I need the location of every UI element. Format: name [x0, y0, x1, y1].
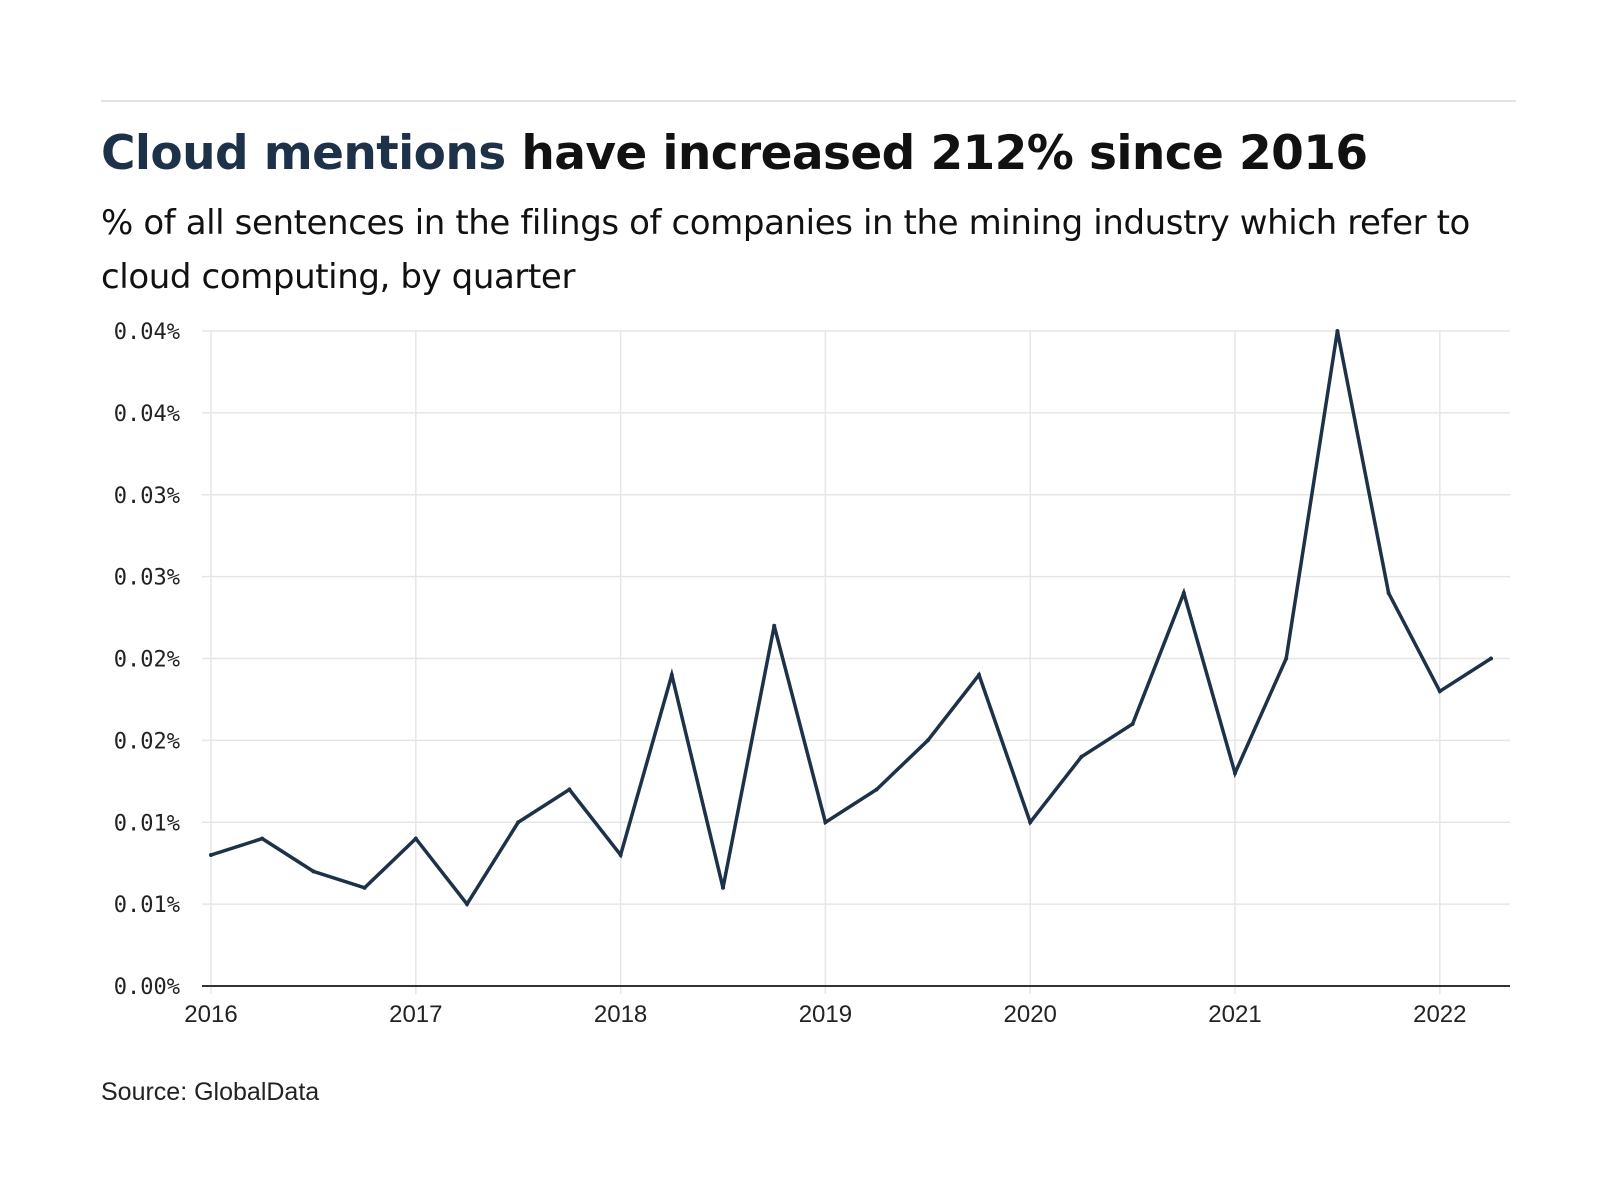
data-point: [823, 820, 828, 825]
y-tick-label: 0.04%: [114, 320, 180, 345]
data-point: [567, 787, 572, 792]
x-tick-label: 2019: [799, 1001, 852, 1028]
y-tick-label: 0.04%: [114, 402, 180, 427]
data-point: [721, 885, 725, 890]
data-point: [311, 869, 316, 874]
data-point: [874, 787, 879, 792]
data-point: [977, 672, 981, 677]
data-point: [260, 836, 265, 841]
x-tick-label: 2016: [184, 1001, 237, 1028]
data-point: [1489, 656, 1493, 661]
x-tick-label: 2022: [1413, 1001, 1466, 1028]
x-tick-label: 2020: [1004, 1001, 1057, 1028]
y-tick-label: 0.00%: [114, 975, 180, 1000]
x-tick-label: 2021: [1208, 1001, 1261, 1028]
data-point: [1284, 656, 1289, 661]
data-point: [362, 885, 367, 890]
data-point: [413, 836, 418, 841]
chart-subtitle: % of all sentences in the filings of com…: [101, 203, 1470, 297]
data-point: [925, 738, 930, 743]
data-point: [1130, 722, 1135, 726]
y-axis-ticks: 0.00% 0.01% 0.01% 0.02% 0.02% 0.03% 0.03% 0.04%…: [114, 320, 180, 1000]
data-point: [1386, 591, 1391, 595]
data-point: [669, 672, 674, 677]
y-tick-label: 0.01%: [114, 893, 180, 918]
data-point: [772, 623, 777, 628]
x-axis-ticks: 2016 2017 2018 2019 2020 2021 2022: [184, 1001, 1466, 1028]
chart-title: Cloud mentions have increased 212% since…: [101, 126, 1368, 182]
top-divider: [101, 100, 1516, 102]
y-tick-label: 0.01%: [114, 811, 180, 836]
data-point: [209, 853, 213, 857]
data-point: [516, 820, 521, 825]
series-line: [209, 330, 1493, 908]
data-point: [1079, 754, 1084, 759]
data-point: [1181, 591, 1186, 595]
chart-title-highlight: Cloud mentions: [101, 126, 506, 181]
data-point: [1437, 689, 1442, 694]
y-tick-label: 0.03%: [114, 566, 180, 591]
data-point: [618, 853, 623, 857]
grid-lines: [202, 330, 1510, 994]
x-tick-label: 2018: [594, 1001, 647, 1028]
data-point: [1335, 329, 1340, 333]
data-point: [1028, 820, 1033, 825]
y-tick-label: 0.02%: [114, 729, 180, 754]
y-tick-label: 0.02%: [114, 648, 180, 673]
data-points: [209, 329, 1493, 907]
y-tick-label: 0.03%: [114, 484, 180, 509]
data-point: [465, 902, 469, 907]
source-note: Source: GlobalData: [101, 1078, 320, 1106]
x-tick-label: 2017: [389, 1001, 442, 1028]
chart-title-rest: have increased 212% since 2016: [505, 126, 1368, 181]
data-point: [1233, 771, 1237, 776]
